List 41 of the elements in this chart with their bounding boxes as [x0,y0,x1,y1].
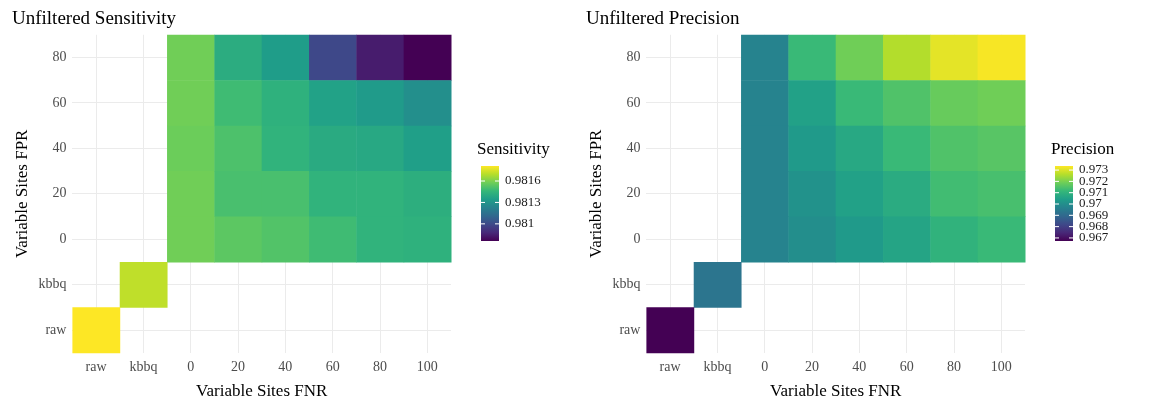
y-tick-label: 0 [59,230,67,246]
y-tick-label: 60 [52,94,67,110]
x-tick-label: 80 [947,358,962,374]
color-bar-label: 0.9816 [505,172,542,188]
y-tick-label: 80 [626,49,641,65]
x-tick-label: raw [85,358,108,374]
y-tick-label: 20 [626,185,641,201]
y-tick-label: 20 [52,185,67,201]
x-tick-label: 80 [373,358,388,374]
y-tick-label: 40 [52,140,67,156]
x-tick-label: 0 [761,358,769,374]
y-tick-label: raw [45,321,68,337]
x-tick-label: raw [659,358,682,374]
y-tick-label: 60 [626,94,641,110]
y-tick-label: raw [619,321,642,337]
y-tick-label: 80 [52,49,67,65]
y-tick-label: kbbq [612,276,641,292]
color-bar-label: 0.981 [505,215,535,231]
y-axis-title: Variable Sites FPR [11,128,31,259]
x-tick-label: 100 [416,358,438,374]
x-tick-label: kbbq [129,358,158,374]
x-tick-label: 20 [805,358,820,374]
x-tick-label: 0 [187,358,195,374]
color-bar-title: Precision [1051,139,1115,158]
x-tick-label: 100 [990,358,1012,374]
y-tick-label: kbbq [38,276,67,292]
x-tick-label: 20 [231,358,246,374]
x-axis-title: Variable Sites FNR [196,381,328,401]
x-tick-label: 40 [852,358,867,374]
chart-title: Unfiltered Sensitivity [12,7,177,29]
y-tick-label: 40 [626,140,641,156]
y-axis-title: Variable Sites FPR [585,128,605,259]
color-bar-title: Sensitivity [477,139,551,158]
x-tick-label: 40 [278,358,293,374]
x-tick-label: kbbq [703,358,732,374]
x-axis-title: Variable Sites FNR [770,381,902,401]
y-tick-label: 0 [633,230,641,246]
color-bar-label: 0.9813 [505,193,541,209]
x-tick-label: 60 [325,358,340,374]
chart-title: Unfiltered Precision [586,7,741,29]
x-tick-label: 60 [899,358,914,374]
